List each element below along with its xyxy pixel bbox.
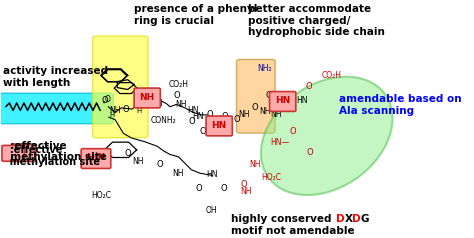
Text: activity increased
with length: activity increased with length <box>3 66 108 88</box>
Text: NH: NH <box>175 100 186 109</box>
Text: H₂N: H₂N <box>86 154 106 163</box>
Text: O: O <box>148 92 155 101</box>
Text: X: X <box>345 214 353 224</box>
Text: HN: HN <box>206 170 217 179</box>
Text: OH: OH <box>206 206 218 215</box>
Text: HN—: HN— <box>271 138 290 147</box>
Text: O: O <box>222 112 228 120</box>
FancyBboxPatch shape <box>81 149 111 169</box>
FancyBboxPatch shape <box>237 60 275 133</box>
Text: O: O <box>266 91 273 99</box>
Text: O: O <box>306 82 312 91</box>
Text: HN: HN <box>211 121 227 130</box>
Text: NH: NH <box>139 93 155 102</box>
Text: O: O <box>122 104 129 114</box>
Text: O: O <box>241 180 247 189</box>
Text: O: O <box>307 148 313 157</box>
Text: CO₂H: CO₂H <box>322 71 342 80</box>
Text: O: O <box>173 91 180 99</box>
Text: HO₂C: HO₂C <box>91 191 111 200</box>
Text: presence of a phenyl
ring is crucial: presence of a phenyl ring is crucial <box>134 4 257 26</box>
Ellipse shape <box>261 77 392 195</box>
Text: highly conserved: highly conserved <box>231 214 336 224</box>
Text: :effective
  methylation site: :effective methylation site <box>3 145 100 167</box>
Text: NH: NH <box>172 169 183 178</box>
Text: CO₂H: CO₂H <box>169 80 189 89</box>
FancyBboxPatch shape <box>206 116 232 136</box>
Text: O: O <box>124 149 131 158</box>
Text: O: O <box>156 160 163 169</box>
Text: D: D <box>352 214 361 224</box>
Text: O: O <box>290 127 296 136</box>
Text: O: O <box>221 184 228 193</box>
Text: NH: NH <box>109 106 121 115</box>
Text: O: O <box>207 110 213 119</box>
Text: O: O <box>104 94 110 104</box>
Text: O: O <box>196 184 202 193</box>
Text: O: O <box>200 127 206 136</box>
Text: O: O <box>251 103 258 112</box>
Text: NH: NH <box>260 107 271 116</box>
Text: G: G <box>361 214 369 224</box>
FancyBboxPatch shape <box>2 145 24 161</box>
Text: HO₂C: HO₂C <box>262 173 282 182</box>
FancyBboxPatch shape <box>0 93 113 124</box>
Text: O: O <box>233 115 240 124</box>
FancyBboxPatch shape <box>11 144 36 161</box>
Text: H: H <box>136 108 141 114</box>
Text: HN: HN <box>296 96 308 105</box>
Text: amendable based on
Ala scanning: amendable based on Ala scanning <box>339 94 462 115</box>
Text: HN: HN <box>193 112 204 120</box>
Text: NH: NH <box>152 99 163 108</box>
Text: CONH₂: CONH₂ <box>151 116 177 125</box>
Text: NH: NH <box>240 187 252 196</box>
Text: motif not amendable: motif not amendable <box>231 226 355 236</box>
FancyBboxPatch shape <box>92 36 148 138</box>
Text: NH: NH <box>133 157 144 166</box>
Text: O: O <box>102 96 109 105</box>
Text: NH: NH <box>238 110 250 119</box>
FancyBboxPatch shape <box>134 88 160 108</box>
Text: HN: HN <box>275 96 291 105</box>
Text: :effective
  methylation site: :effective methylation site <box>3 140 107 162</box>
Text: D: D <box>337 214 345 224</box>
Text: NH: NH <box>270 110 282 119</box>
Text: NH: NH <box>249 160 261 169</box>
Text: O: O <box>189 117 195 126</box>
Text: H: H <box>109 112 115 118</box>
FancyBboxPatch shape <box>270 92 296 111</box>
Text: NH₂: NH₂ <box>257 64 272 73</box>
Text: HN: HN <box>188 106 199 115</box>
Text: better accommodate
positive charged/
hydrophobic side chain: better accommodate positive charged/ hyd… <box>248 4 385 37</box>
